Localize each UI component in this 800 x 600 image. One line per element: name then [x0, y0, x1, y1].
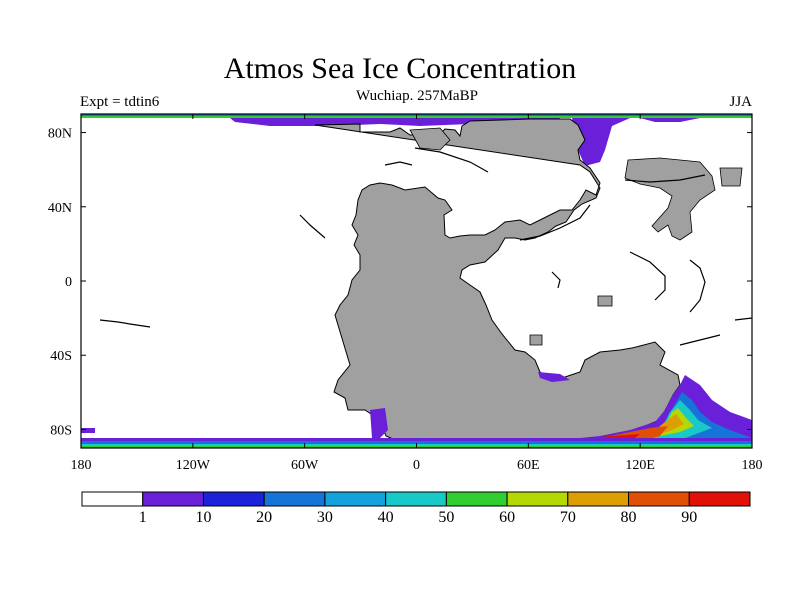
- colorbar-swatch: [445, 491, 508, 507]
- x-tick-label: 60W: [291, 458, 319, 473]
- experiment-label: Expt = tdtin6: [80, 94, 160, 110]
- colorbar-swatch: [81, 491, 144, 507]
- x-tick-label: 120E: [625, 458, 655, 473]
- colorbar-label: 80: [621, 509, 637, 526]
- colorbar-swatch: [385, 491, 447, 507]
- eastern-blocks: [409, 127, 743, 346]
- y-tick-label: 0: [65, 275, 72, 290]
- colorbar: 1 10 20 30 40 50 60 70 80 90: [81, 491, 751, 526]
- season-label: JJA: [729, 94, 752, 110]
- x-tick-label: 0: [413, 458, 420, 473]
- colorbar-swatch: [142, 491, 204, 507]
- y-tick-label: 80N: [48, 127, 72, 142]
- colorbar-label: 10: [195, 509, 211, 526]
- colorbar-swatch: [628, 491, 690, 507]
- plot-subtitle: Wuchiap. 257MaBP: [356, 88, 478, 104]
- x-axis: 180 120W 60W 0 60E 120E 180: [71, 114, 763, 473]
- colorbar-label: 20: [256, 509, 272, 526]
- colorbar-swatch: [202, 491, 265, 507]
- colorbar-label: 70: [560, 509, 576, 526]
- colorbar-swatch: [506, 491, 569, 507]
- colorbar-swatch: [567, 491, 630, 507]
- south-polar-ice: [81, 372, 752, 448]
- colorbar-label: 60: [499, 509, 515, 526]
- x-tick-label: 180: [71, 458, 92, 473]
- x-tick-label: 180: [742, 458, 763, 473]
- x-tick-label: 120W: [176, 458, 211, 473]
- y-tick-label: 40N: [48, 201, 72, 216]
- pangaea-landmass: [314, 118, 681, 447]
- coastline-lines: [99, 147, 753, 346]
- map-area: [80, 113, 753, 449]
- colorbar-label: 1: [139, 509, 147, 526]
- y-tick-label: 40S: [50, 349, 72, 364]
- colorbar-swatch: [263, 491, 326, 507]
- y-axis: 80N 40N 0 40S 80S: [48, 127, 752, 438]
- y-tick-label: 80S: [50, 423, 72, 438]
- colorbar-label: 90: [681, 509, 697, 526]
- colorbar-label: 50: [438, 509, 454, 526]
- colorbar-label: 30: [317, 509, 333, 526]
- colorbar-swatch: [688, 491, 751, 507]
- x-tick-label: 60E: [517, 458, 540, 473]
- colorbar-label: 40: [378, 509, 394, 526]
- plot-title: Atmos Sea Ice Concentration: [223, 52, 577, 85]
- colorbar-swatch: [324, 491, 387, 507]
